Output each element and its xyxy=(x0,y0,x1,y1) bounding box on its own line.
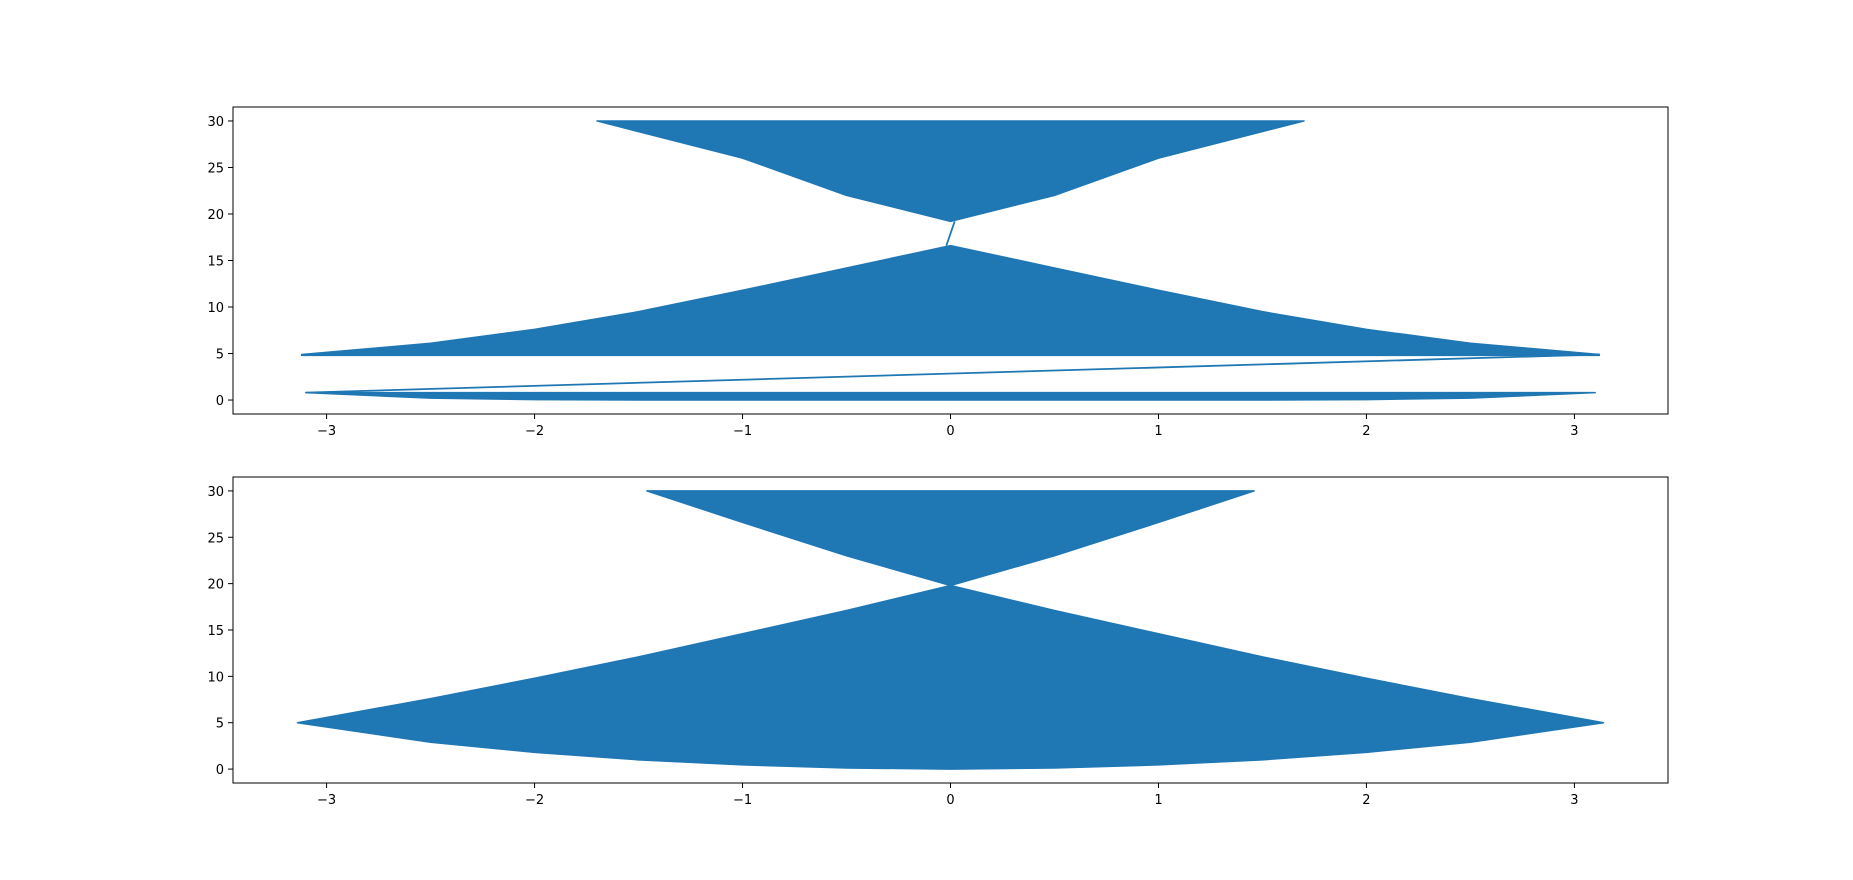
series-line-0-0 xyxy=(305,353,1600,394)
x-tick-label: 3 xyxy=(1570,793,1578,808)
y-tick-label: 10 xyxy=(207,301,224,316)
y-tick-label: 30 xyxy=(207,115,224,130)
x-tick-label: 1 xyxy=(1154,424,1162,439)
y-tick-label: 0 xyxy=(216,394,224,409)
x-tick-label: −3 xyxy=(317,424,336,439)
x-tick-label: 3 xyxy=(1570,424,1578,439)
x-tick-label: −2 xyxy=(525,793,544,808)
y-tick-label: 5 xyxy=(216,717,224,732)
x-tick-label: −2 xyxy=(525,424,544,439)
x-tick-label: 2 xyxy=(1362,424,1370,439)
y-tick-label: 15 xyxy=(207,624,224,639)
y-tick-label: 10 xyxy=(207,670,224,685)
x-tick-label: −3 xyxy=(317,793,336,808)
x-tick-label: −1 xyxy=(733,793,752,808)
series-band-0-1 xyxy=(646,490,1255,587)
y-tick-label: 20 xyxy=(207,208,224,223)
y-tick-label: 15 xyxy=(207,255,224,270)
y-tick-label: 30 xyxy=(207,485,224,500)
y-tick-label: 25 xyxy=(207,531,224,546)
x-tick-label: 0 xyxy=(946,793,954,808)
series-band-0-0 xyxy=(296,584,1605,770)
series-band-0-2 xyxy=(596,120,1305,223)
y-tick-label: 0 xyxy=(216,763,224,778)
x-tick-label: 2 xyxy=(1362,793,1370,808)
x-tick-label: −1 xyxy=(733,424,752,439)
series-line-0-1 xyxy=(945,221,956,246)
series-band-0-0 xyxy=(305,391,1596,401)
y-tick-label: 5 xyxy=(216,348,224,363)
y-tick-label: 20 xyxy=(207,578,224,593)
y-tick-label: 25 xyxy=(207,161,224,176)
x-tick-label: 0 xyxy=(946,424,954,439)
x-tick-label: 1 xyxy=(1154,793,1162,808)
